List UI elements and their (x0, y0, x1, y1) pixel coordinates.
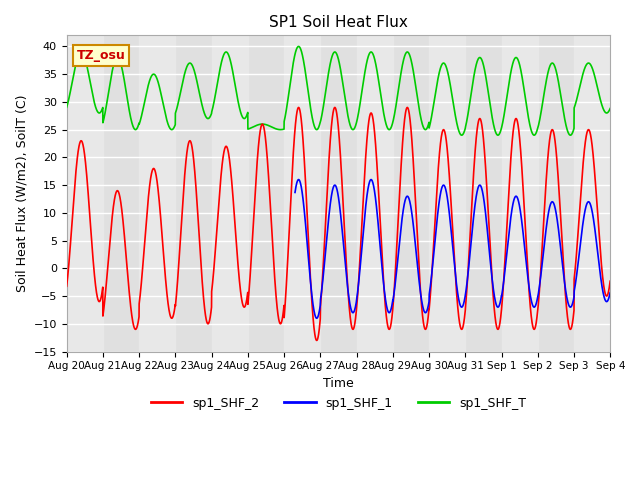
sp1_SHF_2 (556, 204, 564, 209)
sp1_SHF_2 (554, 165, 561, 170)
Bar (356, 36, 393, 351)
sp1_SHF_T (554, 74, 561, 80)
Legend: sp1_SHF_2, sp1_SHF_1, sp1_SHF_T: sp1_SHF_2, sp1_SHF_1, sp1_SHF_T (146, 392, 531, 415)
Y-axis label: Soil Heat Flux (W/m2), SoilT (C): Soil Heat Flux (W/m2), SoilT (C) (15, 95, 28, 292)
Bar (139, 36, 175, 351)
Line: sp1_SHF_1: sp1_SHF_1 (295, 180, 610, 318)
Bar (429, 36, 465, 351)
sp1_SHF_2 (128, 312, 136, 317)
sp1_SHF_T (128, 119, 136, 125)
Bar (67, 36, 103, 351)
Bar (284, 36, 321, 351)
Text: TZ_osu: TZ_osu (76, 49, 125, 62)
sp1_SHF_1 (556, 240, 564, 245)
X-axis label: Time: Time (323, 377, 354, 390)
Title: SP1 Soil Heat Flux: SP1 Soil Heat Flux (269, 15, 408, 30)
sp1_SHF_T (403, 49, 411, 55)
sp1_SHF_2 (577, 183, 585, 189)
sp1_SHF_2 (271, 277, 278, 283)
sp1_SHF_2 (403, 105, 411, 111)
sp1_SHF_1 (403, 193, 411, 199)
Line: sp1_SHF_2: sp1_SHF_2 (67, 108, 610, 340)
Line: sp1_SHF_T: sp1_SHF_T (67, 47, 610, 135)
sp1_SHF_T (63, 104, 70, 110)
Bar (502, 36, 538, 351)
sp1_SHF_1 (577, 232, 585, 238)
sp1_SHF_T (556, 88, 564, 94)
Bar (574, 36, 611, 351)
sp1_SHF_T (577, 77, 585, 83)
sp1_SHF_T (271, 126, 278, 132)
sp1_SHF_2 (63, 283, 70, 289)
Bar (212, 36, 248, 351)
sp1_SHF_1 (554, 219, 561, 225)
